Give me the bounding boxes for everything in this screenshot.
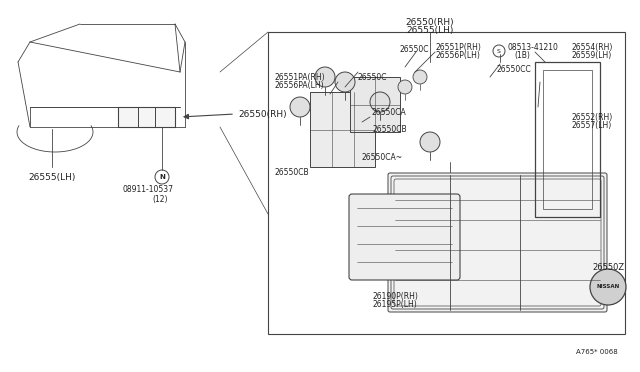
- Text: 26554(RH): 26554(RH): [572, 42, 613, 51]
- FancyBboxPatch shape: [388, 173, 607, 312]
- Text: 26551P(RH): 26551P(RH): [436, 42, 482, 51]
- Circle shape: [420, 132, 440, 152]
- Circle shape: [290, 97, 310, 117]
- Text: 26550(RH): 26550(RH): [406, 17, 454, 26]
- Text: 26550CB: 26550CB: [373, 125, 408, 134]
- Bar: [118, 107, 175, 127]
- Text: N: N: [159, 174, 165, 180]
- Text: 26550C: 26550C: [400, 45, 429, 54]
- Text: 26556P(LH): 26556P(LH): [436, 51, 481, 60]
- Text: 26550C: 26550C: [358, 73, 387, 81]
- Circle shape: [315, 67, 335, 87]
- Text: 08911-10537: 08911-10537: [122, 185, 173, 193]
- Text: (12): (12): [152, 195, 168, 203]
- Circle shape: [398, 80, 412, 94]
- FancyBboxPatch shape: [349, 194, 460, 280]
- Bar: [310, 92, 375, 167]
- Text: 26556PA(LH): 26556PA(LH): [275, 80, 324, 90]
- Text: 26555(LH): 26555(LH): [406, 26, 454, 35]
- Circle shape: [413, 70, 427, 84]
- Text: 26557(LH): 26557(LH): [572, 121, 612, 129]
- Text: A765* 0068: A765* 0068: [576, 349, 618, 355]
- Text: 26550Z: 26550Z: [592, 263, 624, 272]
- Bar: [268, 32, 625, 334]
- Text: (1B): (1B): [514, 51, 530, 60]
- Text: 08513-41210: 08513-41210: [508, 42, 559, 51]
- Circle shape: [370, 92, 390, 112]
- Circle shape: [590, 269, 626, 305]
- Text: 26550CC: 26550CC: [497, 64, 532, 74]
- Bar: [543, 70, 592, 209]
- Text: 26550(RH): 26550(RH): [238, 109, 287, 119]
- Text: 26190P(RH): 26190P(RH): [372, 292, 418, 301]
- Text: 26552(RH): 26552(RH): [572, 112, 613, 122]
- Text: 26551PA(RH): 26551PA(RH): [275, 73, 326, 81]
- Text: 26555(LH): 26555(LH): [28, 173, 76, 182]
- Text: 26550CB: 26550CB: [275, 167, 310, 176]
- Text: 26195P(LH): 26195P(LH): [372, 301, 417, 310]
- Bar: [350, 77, 400, 132]
- Text: 26550CA~: 26550CA~: [362, 153, 403, 161]
- Text: NISSAN: NISSAN: [596, 285, 620, 289]
- Text: 26559(LH): 26559(LH): [572, 51, 612, 60]
- Text: S: S: [497, 48, 501, 54]
- Circle shape: [335, 72, 355, 92]
- Bar: [535, 62, 600, 217]
- Text: 26550CA: 26550CA: [372, 108, 407, 116]
